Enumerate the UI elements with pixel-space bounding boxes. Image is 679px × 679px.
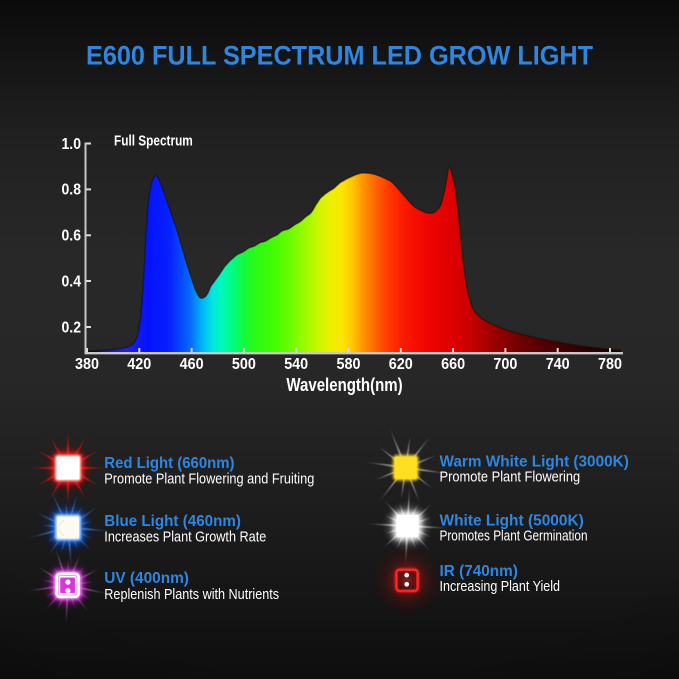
svg-text:500: 500 xyxy=(232,356,256,373)
svg-text:780: 780 xyxy=(598,356,622,373)
svg-text:460: 460 xyxy=(180,356,204,373)
svg-text:0.6: 0.6 xyxy=(62,228,82,245)
svg-text:700: 700 xyxy=(493,356,517,373)
svg-text:1.0: 1.0 xyxy=(62,136,82,153)
svg-text:Promotes Plant Germination: Promotes Plant Germination xyxy=(440,529,588,545)
svg-text:Replenish Plants with Nutrient: Replenish Plants with Nutrients xyxy=(104,587,279,603)
svg-text:Increases Plant Growth Rate: Increases Plant Growth Rate xyxy=(104,529,266,545)
svg-text:740: 740 xyxy=(546,356,570,373)
svg-text:0.8: 0.8 xyxy=(62,182,82,199)
svg-text:540: 540 xyxy=(284,356,308,373)
svg-text:Warm White Light (3000K): Warm White Light (3000K) xyxy=(440,454,629,471)
svg-text:0.4: 0.4 xyxy=(62,273,82,290)
svg-text:Promote Plant Flowering and Fr: Promote Plant Flowering and Fruiting xyxy=(104,471,314,487)
svg-text:Red Light (660nm): Red Light (660nm) xyxy=(104,455,234,472)
svg-text:White Light (5000K): White Light (5000K) xyxy=(440,513,584,530)
svg-text:420: 420 xyxy=(127,356,151,373)
svg-text:Blue Light (460nm): Blue Light (460nm) xyxy=(104,513,241,530)
svg-text:UV (400nm): UV (400nm) xyxy=(104,570,189,587)
svg-text:580: 580 xyxy=(337,356,361,373)
svg-text:Full Spectrum: Full Spectrum xyxy=(114,132,193,149)
svg-text:E600 FULL SPECTRUM LED GROW LI: E600 FULL SPECTRUM LED GROW LIGHT xyxy=(86,41,593,71)
svg-text:Promote Plant Flowering: Promote Plant Flowering xyxy=(440,469,581,485)
svg-text:Wavelength(nm): Wavelength(nm) xyxy=(286,374,402,395)
svg-text:0.2: 0.2 xyxy=(62,319,82,336)
svg-text:660: 660 xyxy=(441,356,465,373)
svg-text:Increasing Plant Yield: Increasing Plant Yield xyxy=(440,579,561,595)
svg-text:620: 620 xyxy=(389,356,413,373)
svg-text:380: 380 xyxy=(75,356,99,373)
svg-text:IR (740nm): IR (740nm) xyxy=(440,563,518,580)
